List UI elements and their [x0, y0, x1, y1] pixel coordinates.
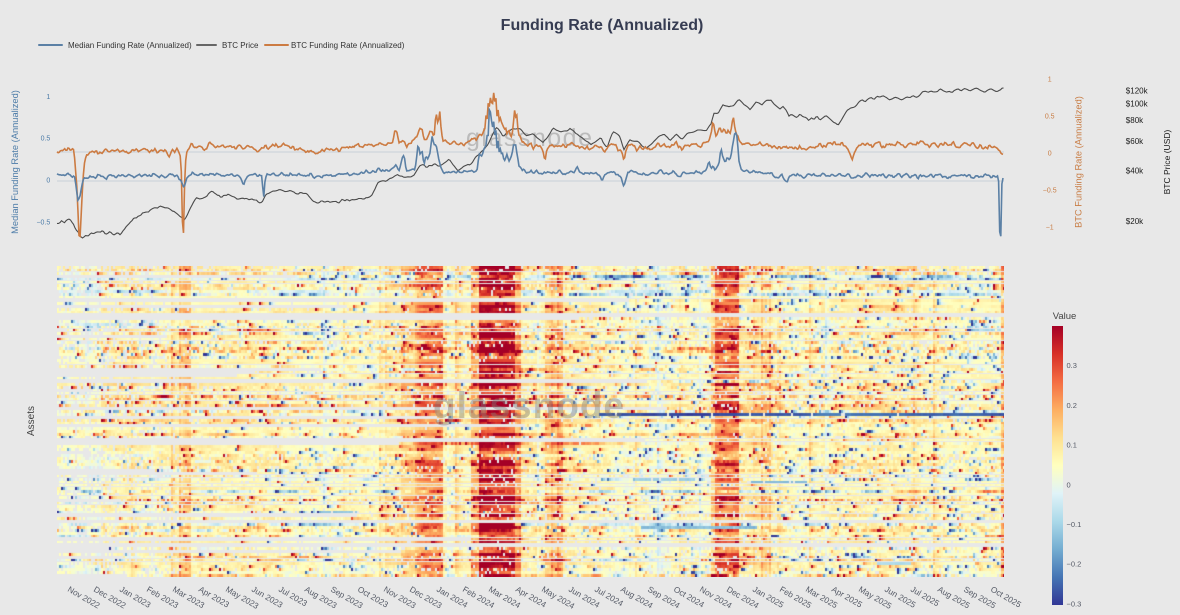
- svg-text:−0.1: −0.1: [1067, 520, 1082, 529]
- svg-text:−0.5: −0.5: [1043, 188, 1057, 195]
- svg-text:−1: −1: [1046, 225, 1054, 232]
- svg-text:0: 0: [46, 178, 50, 185]
- svg-text:0.1: 0.1: [1067, 441, 1077, 450]
- svg-text:BTC Funding Rate (Annualized): BTC Funding Rate (Annualized): [1074, 96, 1084, 228]
- svg-text:$100k: $100k: [1126, 100, 1149, 109]
- svg-text:Value: Value: [1053, 311, 1077, 322]
- svg-text:$120k: $120k: [1126, 86, 1149, 95]
- svg-text:BTC Price (USD): BTC Price (USD): [1162, 129, 1172, 194]
- svg-text:−0.2: −0.2: [1067, 560, 1082, 569]
- svg-text:1: 1: [46, 94, 50, 101]
- svg-text:$80k: $80k: [1126, 116, 1144, 125]
- svg-text:$60k: $60k: [1126, 137, 1144, 146]
- svg-text:Median Funding Rate (Annualize: Median Funding Rate (Annualized): [10, 90, 20, 234]
- svg-text:−0.5: −0.5: [36, 219, 50, 226]
- svg-text:Assets: Assets: [26, 406, 37, 436]
- svg-text:0: 0: [1048, 151, 1052, 158]
- svg-text:−0.3: −0.3: [1067, 599, 1082, 608]
- svg-text:0.3: 0.3: [1067, 361, 1077, 370]
- svg-text:0: 0: [1067, 480, 1071, 489]
- svg-text:$40k: $40k: [1126, 166, 1144, 175]
- svg-text:0.5: 0.5: [41, 136, 51, 143]
- svg-text:0.5: 0.5: [1045, 114, 1055, 121]
- svg-text:$20k: $20k: [1126, 217, 1144, 226]
- svg-text:1: 1: [1048, 77, 1052, 84]
- svg-text:0.2: 0.2: [1067, 401, 1077, 410]
